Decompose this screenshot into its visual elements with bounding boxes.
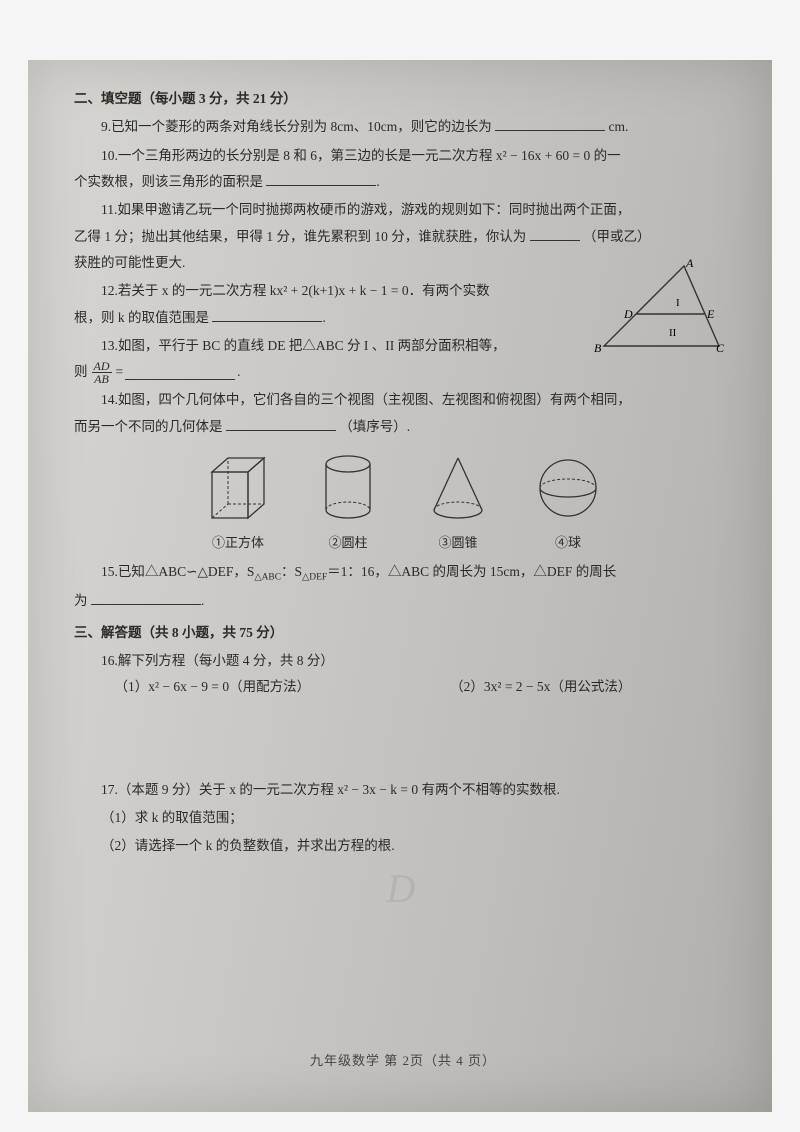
shape-cone: ③圆锥 <box>418 448 498 555</box>
watermark: D <box>74 850 732 928</box>
shape1-label: ①正方体 <box>212 530 264 555</box>
q13-blank <box>125 365 235 380</box>
q13-den: AB <box>92 373 112 385</box>
q11b-text: 乙得 1 分；抛出其他结果，甲得 1 分，谁先累积到 10 分，谁就获胜，你认为 <box>74 229 526 244</box>
q16-eq2: （2）3x² = 2 − 5x（用公式法） <box>450 674 631 700</box>
shape-cylinder: ②圆柱 <box>308 448 388 555</box>
question-17: 17.（本题 9 分）关于 x 的一元二次方程 x² − 3x − k = 0 … <box>74 777 732 803</box>
shape2-label: ②圆柱 <box>328 530 367 555</box>
q13-pre: 则 <box>74 359 88 385</box>
q15-sub2: △DEF <box>302 573 327 583</box>
shapes-row: ①正方体 ②圆柱 ③圆锥 <box>74 448 732 555</box>
question-16: 16.解下列方程（每小题 4 分，共 8 分） <box>74 648 732 674</box>
q15a: 15.已知△ABC∽△DEF，S <box>101 564 254 579</box>
section3-title: 三、解答题（共 8 小题，共 75 分） <box>74 620 732 646</box>
label-b: B <box>594 341 602 355</box>
q13-post: = <box>116 359 124 385</box>
q11c-text: （甲或乙） <box>583 229 651 244</box>
cylinder-icon <box>308 448 388 528</box>
q15-blank <box>91 590 201 605</box>
question-15-line1: 15.已知△ABC∽△DEF，S△ABC：S△DEF＝1：16，△ABC 的周长… <box>74 559 732 587</box>
q16-equations: （1）x² − 6x − 9 = 0（用配方法） （2）3x² = 2 − 5x… <box>115 674 733 700</box>
label-e: E <box>706 307 715 321</box>
spacer <box>74 701 732 747</box>
cube-icon <box>198 448 278 528</box>
q10-blank <box>266 171 376 186</box>
label-a: A <box>685 258 694 270</box>
sphere-icon <box>528 448 608 528</box>
q12b-text: 根，则 k 的取值范围是 <box>74 310 209 325</box>
q15-mid: ：S <box>281 564 302 579</box>
q10b-text: 个实数根，则该三角形的面积是 <box>74 174 263 189</box>
question-10-line1: 10.一个三角形两边的长分别是 8 和 6，第三边的长是一元二次方程 x² − … <box>74 143 732 169</box>
question-15-line2: 为 . <box>74 588 732 614</box>
shape-sphere: ④球 <box>528 448 608 555</box>
question-10-line2: 个实数根，则该三角形的面积是 . <box>74 169 732 195</box>
q14-blank <box>226 416 336 431</box>
q13-num: AD <box>92 360 112 373</box>
q9-text: 9.已知一个菱形的两条对角线长分别为 8cm、10cm，则它的边长为 <box>101 119 492 134</box>
q12-blank <box>212 307 322 322</box>
label-region2: II <box>669 327 677 339</box>
q13-fraction: AD AB <box>92 360 112 385</box>
q15c: 为 <box>74 593 88 608</box>
shape4-label: ④球 <box>555 530 581 555</box>
question-11-line2: 乙得 1 分；抛出其他结果，甲得 1 分，谁先累积到 10 分，谁就获胜，你认为… <box>74 224 732 250</box>
shape3-label: ③圆锥 <box>438 530 477 555</box>
q9-unit: cm. <box>609 119 629 134</box>
question-9: 9.已知一个菱形的两条对角线长分别为 8cm、10cm，则它的边长为 cm. <box>74 114 732 140</box>
label-region1: I <box>676 297 680 309</box>
question-11-line1: 11.如果甲邀请乙玩一个同时抛掷两枚硬币的游戏，游戏的规则如下：同时抛出两个正面… <box>74 197 732 223</box>
question-14-line1: 14.如图，四个几何体中，它们各自的三个视图（主视图、左视图和俯视图）有两个相同… <box>74 387 732 413</box>
question-17-1: （1）求 k 的取值范围； <box>74 805 732 831</box>
label-c: C <box>716 341 724 355</box>
triangle-figure: A B C D E I II <box>594 258 724 358</box>
spacer <box>74 747 732 775</box>
q11-blank <box>530 226 580 241</box>
cone-icon <box>418 448 498 528</box>
exam-page: 二、填空题（每小题 3 分，共 21 分） 9.已知一个菱形的两条对角线长分别为… <box>28 60 772 1112</box>
section2-title: 二、填空题（每小题 3 分，共 21 分） <box>74 86 732 112</box>
q9-blank <box>495 116 605 131</box>
shape-cube: ①正方体 <box>198 448 278 555</box>
triangle-outline <box>604 266 719 346</box>
q16-eq1: （1）x² − 6x − 9 = 0（用配方法） <box>115 674 311 700</box>
label-d: D <box>623 307 633 321</box>
outer-frame: 二、填空题（每小题 3 分，共 21 分） 9.已知一个菱形的两条对角线长分别为… <box>0 0 800 1132</box>
triangle-svg: A B C D E I II <box>594 258 724 358</box>
q15-sub1: △ABC <box>254 573 281 583</box>
q14c-text: （填序号）. <box>339 419 410 434</box>
question-14-line2: 而另一个不同的几何体是 （填序号）. <box>74 414 732 440</box>
page-footer: 九年级数学 第 2页（共 4 页） <box>74 1048 732 1073</box>
q15b: ＝1：16，△ABC 的周长为 15cm，△DEF 的周长 <box>327 564 616 579</box>
q14b-text: 而另一个不同的几何体是 <box>74 419 223 434</box>
question-13-line2: 则 AD AB = . <box>74 359 732 385</box>
